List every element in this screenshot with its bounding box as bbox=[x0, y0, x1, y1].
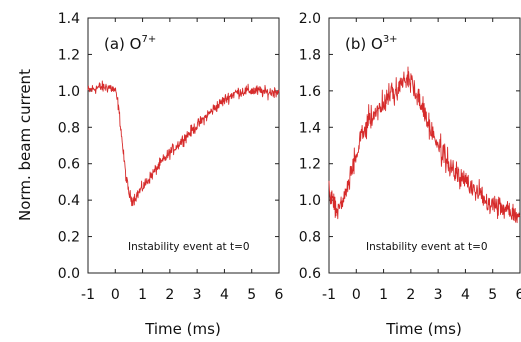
panel-a-y-tick-label: 0.4 bbox=[58, 193, 80, 209]
panel-b-x-ticks: -1 0 1 2 3 4 5 6 bbox=[322, 18, 521, 303]
panel-a: 0.0 0.2 0.4 0.6 0.8 1.0 1.2 1.4 -1 0 1 2 3 4 5 6 (a) O… bbox=[16, 11, 284, 338]
panel-b-label: (b) O3+ bbox=[345, 34, 398, 53]
panel-b-x-tick-label: 5 bbox=[488, 287, 497, 303]
panel-b: 0.6 0.8 1.0 1.2 1.4 1.6 1.8 2.0 -1 0 1 2 3 4 5 6 (b) O… bbox=[299, 11, 521, 338]
y-axis-title: Norm. beam current bbox=[16, 69, 34, 221]
panel-b-y-tick-label: 0.6 bbox=[299, 266, 321, 282]
panel-a-x-axis-title: Time (ms) bbox=[144, 320, 221, 338]
panel-a-y-tick-label: 0.6 bbox=[58, 157, 80, 173]
panel-a-y-tick-label: 1.2 bbox=[58, 47, 80, 63]
panel-a-x-tick-label: 1 bbox=[138, 287, 147, 303]
panel-b-y-tick-label: 2.0 bbox=[299, 11, 321, 27]
panel-b-x-tick-label: 2 bbox=[406, 287, 415, 303]
panel-a-annotation: Instability event at t=0 bbox=[128, 241, 250, 253]
panel-a-x-tick-label: 4 bbox=[220, 287, 229, 303]
panel-a-x-tick-label: 2 bbox=[165, 287, 174, 303]
panel-a-y-tick-label: 0.0 bbox=[58, 266, 80, 282]
panel-b-y-tick-label: 1.4 bbox=[299, 120, 321, 136]
panel-b-x-tick-label: 6 bbox=[516, 287, 521, 303]
panel-b-y-tick-label: 1.6 bbox=[299, 84, 321, 100]
panel-a-x-tick-label: 5 bbox=[247, 287, 256, 303]
panel-b-x-tick-label: -1 bbox=[322, 287, 336, 303]
panel-a-y-tick-label: 1.0 bbox=[58, 84, 80, 100]
panel-b-y-ticks: 0.6 0.8 1.0 1.2 1.4 1.6 1.8 2.0 bbox=[299, 11, 520, 282]
panel-a-beam-current-line bbox=[87, 80, 280, 207]
panel-b-beam-current-line bbox=[328, 66, 521, 224]
panel-a-y-tick-label: 1.4 bbox=[58, 11, 80, 27]
panel-a-y-ticks: 0.0 0.2 0.4 0.6 0.8 1.0 1.2 1.4 bbox=[58, 11, 279, 282]
panel-b-x-tick-label: 1 bbox=[379, 287, 388, 303]
panel-b-x-tick-label: 0 bbox=[352, 287, 361, 303]
panel-a-plot-frame bbox=[87, 17, 280, 274]
panel-b-y-tick-label: 0.8 bbox=[299, 230, 321, 246]
panel-b-plot-frame bbox=[328, 17, 521, 274]
panel-a-x-tick-label: -1 bbox=[81, 287, 95, 303]
panel-a-y-tick-label: 0.2 bbox=[58, 230, 80, 246]
panel-b-annotation: Instability event at t=0 bbox=[366, 241, 488, 253]
panel-b-x-tick-label: 4 bbox=[461, 287, 470, 303]
panel-a-x-tick-label: 6 bbox=[275, 287, 284, 303]
panel-a-x-tick-label: 0 bbox=[111, 287, 120, 303]
panel-b-y-tick-label: 1.8 bbox=[299, 47, 321, 63]
panel-a-x-ticks: -1 0 1 2 3 4 5 6 bbox=[81, 18, 284, 303]
panel-a-x-tick-label: 3 bbox=[193, 287, 202, 303]
panel-a-y-tick-label: 0.8 bbox=[58, 120, 80, 136]
panel-a-label: (a) O7+ bbox=[104, 34, 156, 53]
panel-b-y-tick-label: 1.0 bbox=[299, 193, 321, 209]
panel-b-x-axis-title: Time (ms) bbox=[385, 320, 462, 338]
panel-b-x-tick-label: 3 bbox=[434, 287, 443, 303]
panel-b-y-tick-label: 1.2 bbox=[299, 157, 321, 173]
